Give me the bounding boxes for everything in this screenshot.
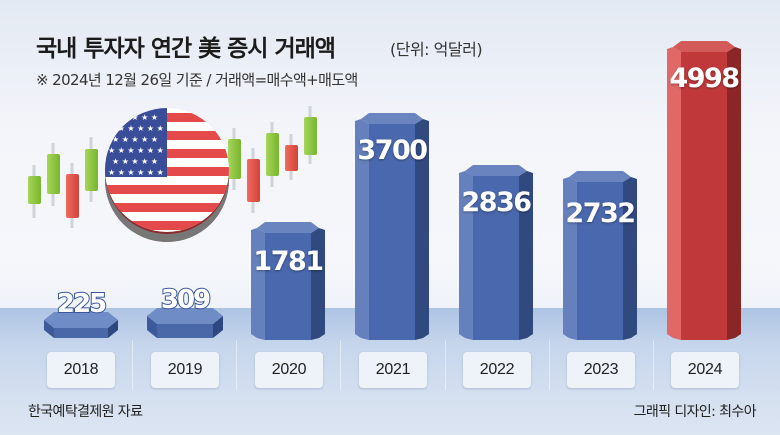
source-note: 한국예탁결제원 자료 [28,404,143,420]
bar-2024: 4998 [667,41,741,340]
x-tick-2023: 2023 [567,352,635,388]
bar-2021: 3700 [355,113,429,340]
us-flag-coin-icon: ★ ★ ★ ★ ★ ★ ★ ★ ★ ★ ★ ★ ★ ★ ★ ★ ★ ★ ★ ★ … [105,108,229,242]
bar-value-2020: 1781 [253,246,324,277]
bar-value-2023: 2732 [565,198,636,229]
divider [236,340,237,390]
x-tick-2020: 2020 [255,352,323,388]
candlestick-chart-icon [28,106,317,228]
x-tick-2022: 2022 [463,352,531,388]
bar-2020: 1781 [251,222,325,340]
unit-label: (단위: 억달러) [390,40,483,59]
svg-text:★ ★ ★ ★ ★: ★ ★ ★ ★ ★ [112,113,158,122]
bar-2019 [147,306,223,340]
divider [653,340,654,390]
x-tick-2018: 2018 [47,352,115,388]
bar-2023: 2732 [563,171,637,340]
x-tick-2021: 2021 [359,352,427,388]
svg-text:★ ★ ★ ★ ★ ★: ★ ★ ★ ★ ★ ★ [108,168,164,177]
x-tick-2024: 2024 [671,352,739,388]
svg-text:★ ★ ★ ★ ★: ★ ★ ★ ★ ★ [112,135,158,144]
x-tick-2019: 2019 [151,352,219,388]
divider [549,340,550,390]
svg-text:★ ★ ★ ★ ★: ★ ★ ★ ★ ★ [112,157,158,166]
chart-title: 국내 투자자 연간 美 증시 거래액 [36,36,336,62]
bar-value-2021: 3700 [357,135,428,166]
bar-2022: 2836 [459,165,533,340]
svg-text:★ ★ ★ ★ ★ ★: ★ ★ ★ ★ ★ ★ [108,146,164,155]
bar-value-2022: 2836 [461,187,532,218]
chart-subtitle: ※ 2024년 12월 26일 기준 / 거래액=매수액+매도액 [36,71,358,89]
bar-value-2024: 4998 [669,63,740,94]
svg-text:★ ★ ★ ★ ★ ★: ★ ★ ★ ★ ★ ★ [108,124,164,133]
bar-value-2019: 309 [160,284,212,316]
divider [445,340,446,390]
bar-2018 [44,310,118,340]
divider [340,340,341,390]
divider [132,340,133,390]
bar-value-2018: 225 [56,288,108,320]
graphic-credit: 그래픽 디자인: 최수아 [633,404,757,420]
